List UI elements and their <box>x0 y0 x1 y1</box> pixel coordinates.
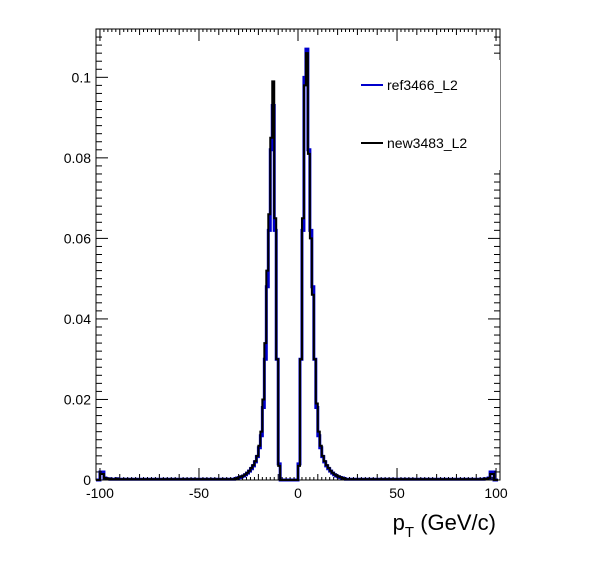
x-tick-label: -50 <box>189 485 209 501</box>
y-tick-label: 0.1 <box>72 69 92 85</box>
y-tick-label: 0 <box>83 472 91 488</box>
x-axis-title: pT (GeV/c) <box>393 510 496 541</box>
x-tick-label: -100 <box>86 485 114 501</box>
y-tick-label: 0.08 <box>64 150 91 166</box>
x-tick-label: 50 <box>389 485 405 501</box>
y-tick-label: 0.02 <box>64 391 91 407</box>
x-axis-title-unit: (GeV/c) <box>414 510 496 535</box>
x-tick-label: 100 <box>484 485 508 501</box>
x-axis-ticks: -100 -50 0 50 100 <box>86 29 508 501</box>
x-axis-title-subscript: T <box>405 524 414 541</box>
legend-box <box>355 60 500 170</box>
legend: ref3466_L2 new3483_L2 <box>355 60 500 170</box>
y-tick-label: 0.06 <box>64 230 91 246</box>
legend-label-new: new3483_L2 <box>387 135 467 151</box>
y-tick-label: 0.04 <box>64 311 91 327</box>
legend-label-ref: ref3466_L2 <box>387 77 458 93</box>
x-tick-label: 0 <box>294 485 302 501</box>
